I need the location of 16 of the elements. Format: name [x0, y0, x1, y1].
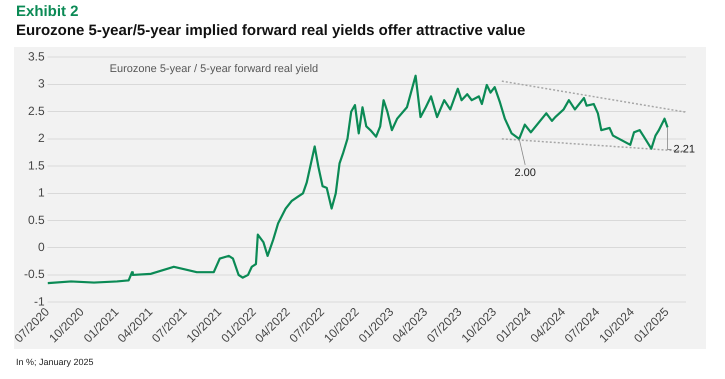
y-tick-label: -1: [34, 294, 45, 308]
y-tick-label: 3: [38, 76, 45, 91]
y-tick-label: 0.5: [28, 212, 45, 227]
annotation: 2.21: [674, 143, 695, 156]
text: Eurozone 5-year / 5-year forward real yield: [110, 63, 318, 76]
text: In %; January 2025: [16, 357, 94, 367]
annotation: 2.00: [514, 166, 536, 179]
y-tick-label: 0: [38, 240, 45, 254]
y-tick-label: -0.5: [24, 267, 45, 282]
y-tick-label: 3.5: [28, 50, 45, 64]
chart-title: Exhibit 2: [16, 3, 79, 20]
chart-subtitle: Eurozone 5-year/5-year implied forward real yields offer attractive value: [16, 22, 526, 39]
y-tick-label: 1: [38, 186, 45, 200]
y-tick-label: 2: [38, 131, 45, 146]
y-tick-label: 2.5: [28, 104, 45, 118]
y-tick-label: 1.5: [28, 158, 45, 172]
